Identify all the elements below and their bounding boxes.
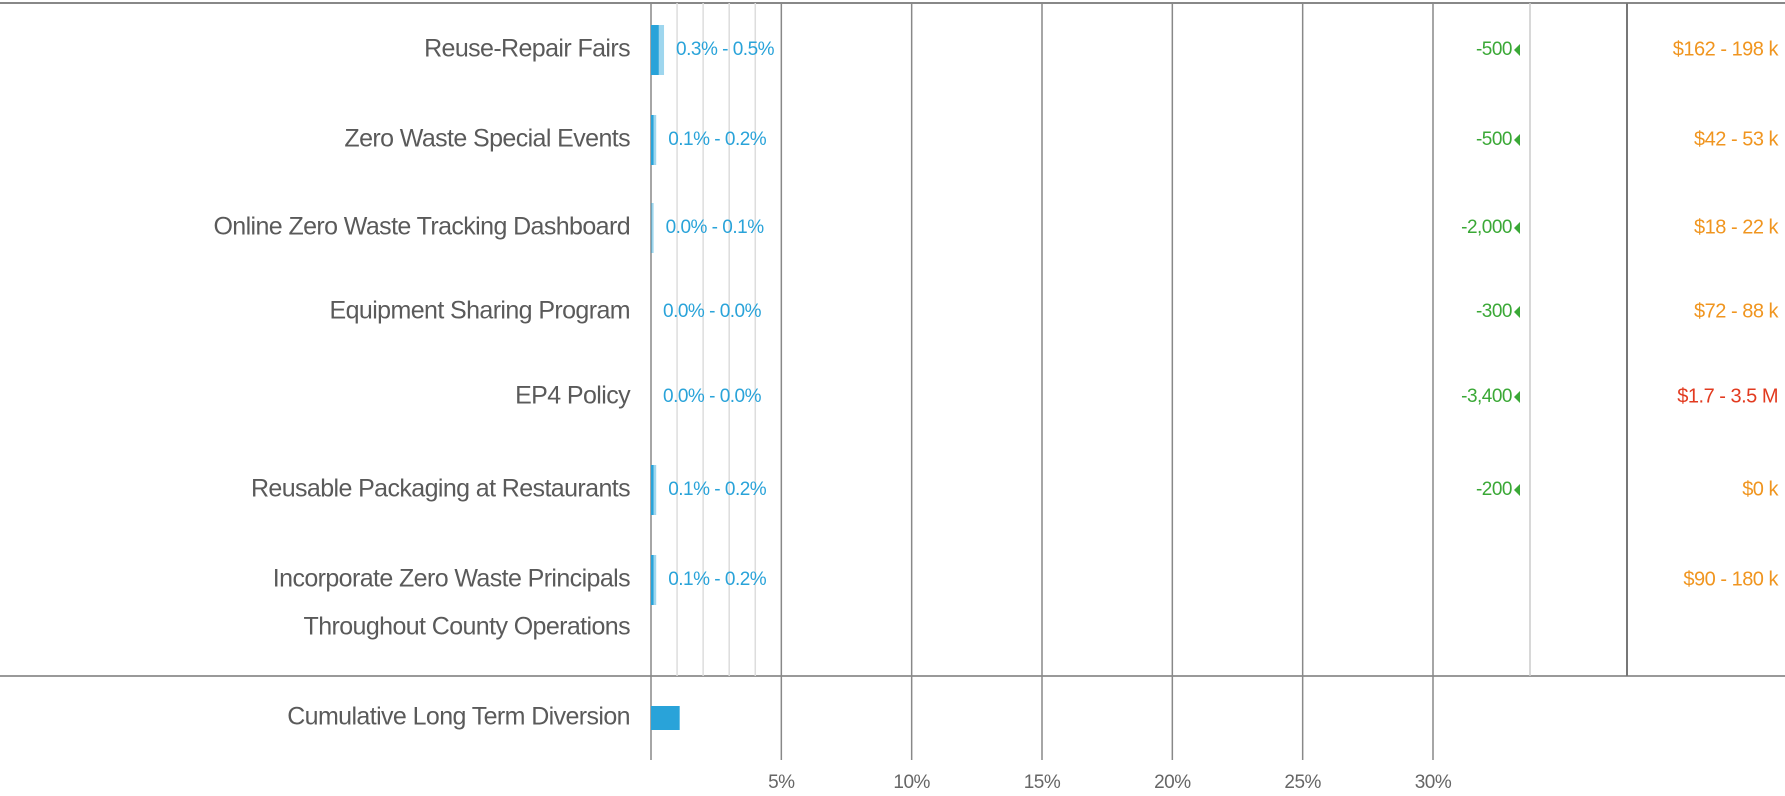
x-tick-label: 20% xyxy=(1154,772,1191,793)
cost-label: $162 - 198 k xyxy=(1673,38,1780,60)
category-label: Reuse-Repair Fairs xyxy=(424,35,630,63)
category-label: Zero Waste Special Events xyxy=(344,125,630,153)
cost-label: $42 - 53 k xyxy=(1694,128,1779,150)
ghg-arrow xyxy=(1514,391,1520,403)
category-label: Throughout County Operations xyxy=(304,613,631,641)
bar-range xyxy=(653,465,657,515)
value-label: 0.0% - 0.1% xyxy=(666,217,765,238)
value-label: 0.1% - 0.2% xyxy=(668,129,767,150)
cost-label: $1.7 - 3.5 M xyxy=(1677,385,1778,407)
ghg-label: -2,000 xyxy=(1461,217,1512,238)
category-label: Equipment Sharing Program xyxy=(330,297,630,325)
category-label: EP4 Policy xyxy=(515,382,631,410)
bar-low xyxy=(651,25,659,75)
bar-range xyxy=(653,115,657,165)
bar-low xyxy=(651,115,654,165)
x-tick-label: 30% xyxy=(1415,772,1452,793)
value-label: 0.3% - 0.5% xyxy=(676,39,775,60)
ghg-arrow xyxy=(1514,134,1520,146)
value-label: 0.1% - 0.2% xyxy=(668,569,767,590)
ghg-label: -500 xyxy=(1476,129,1512,150)
ghg-arrow xyxy=(1514,222,1520,234)
x-tick-label: 10% xyxy=(893,772,930,793)
value-label: 0.0% - 0.0% xyxy=(663,386,762,407)
bar-range xyxy=(658,25,665,75)
cost-label: $18 - 22 k xyxy=(1694,216,1779,238)
category-label: Reusable Packaging at Restaurants xyxy=(251,475,630,503)
bar-low xyxy=(651,555,654,605)
category-label: Incorporate Zero Waste Principals xyxy=(273,565,630,593)
bar-range xyxy=(653,555,657,605)
bar-range xyxy=(651,203,654,253)
cost-label: $0 k xyxy=(1742,478,1779,500)
ghg-arrow xyxy=(1514,484,1520,496)
ghg-label: -3,400 xyxy=(1461,386,1512,407)
ghg-label: -200 xyxy=(1476,479,1512,500)
value-label: 0.0% - 0.0% xyxy=(663,301,762,322)
cumulative-label: Cumulative Long Term Diversion xyxy=(287,703,630,731)
x-tick-label: 5% xyxy=(768,772,795,793)
cost-label: $90 - 180 k xyxy=(1683,568,1779,590)
cost-label: $72 - 88 k xyxy=(1694,300,1779,322)
ghg-arrow xyxy=(1514,44,1520,56)
ghg-label: -500 xyxy=(1476,39,1512,60)
category-label: Online Zero Waste Tracking Dashboard xyxy=(213,213,630,241)
cumulative-bar xyxy=(651,706,680,730)
x-tick-label: 15% xyxy=(1024,772,1061,793)
ghg-label: -300 xyxy=(1476,301,1512,322)
bar-low xyxy=(651,465,654,515)
value-label: 0.1% - 0.2% xyxy=(668,479,767,500)
x-tick-label: 25% xyxy=(1284,772,1321,793)
ghg-arrow xyxy=(1514,306,1520,318)
